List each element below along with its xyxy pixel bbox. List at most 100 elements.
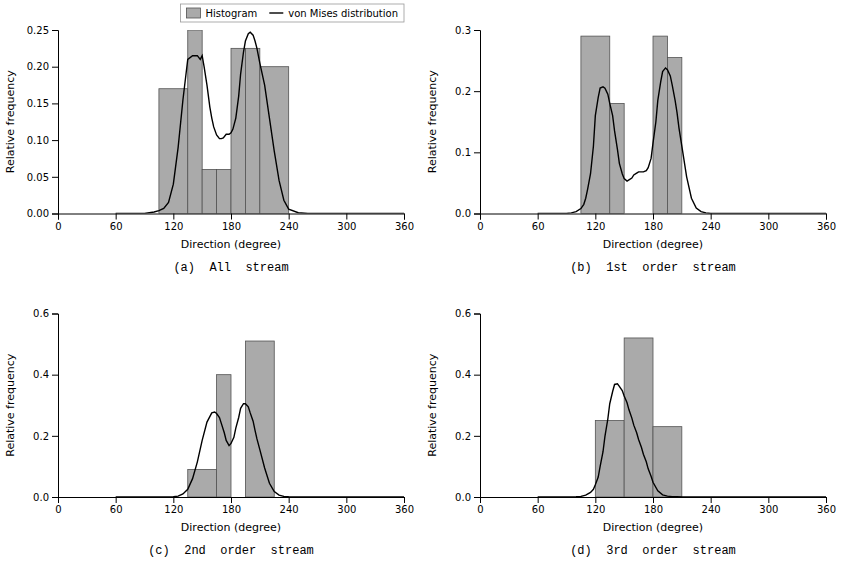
y-tick-label: 0.3	[455, 25, 471, 36]
bars	[188, 341, 275, 497]
x-tick-mark	[346, 497, 347, 503]
x-tick-label: 300	[759, 221, 778, 232]
x-tick-label: 120	[164, 504, 183, 515]
y-tick-label: 0.0	[455, 208, 471, 219]
x-tick-mark	[595, 497, 596, 503]
y-tick-label: 0.10	[27, 135, 49, 146]
x-tick: 180	[644, 497, 663, 515]
y-tick-mark	[474, 375, 480, 376]
x-tick: 240	[702, 497, 721, 515]
x-axis-line	[59, 498, 405, 504]
x-tick-label: 180	[644, 504, 663, 515]
x-tick-mark	[653, 497, 654, 503]
x-tick: 360	[395, 214, 414, 232]
x-tick-label: 360	[817, 221, 836, 232]
y-tick: 0.00	[27, 208, 58, 219]
x-axis-title: Direction (degree)	[181, 521, 281, 534]
x-tick-mark	[404, 214, 405, 220]
x-axis: 0 60 120 180 240 300 360	[55, 214, 414, 232]
plot-area: 0601201802403003600.00.20.40.6Direction …	[4, 308, 414, 558]
y-tick-mark	[52, 140, 58, 141]
x-tick: 180	[644, 214, 663, 232]
bar	[245, 341, 274, 497]
legend: Histogramvon Mises distribution	[180, 4, 404, 22]
legend-box	[180, 4, 404, 22]
y-axis: 0.000.050.100.150.200.25	[27, 25, 59, 220]
x-axis-title: Direction (degree)	[603, 238, 703, 251]
x-tick-label: 300	[337, 221, 356, 232]
x-tick-mark	[653, 214, 654, 220]
bar	[595, 421, 624, 497]
bar	[159, 89, 188, 214]
x-tick-label: 0	[477, 221, 483, 232]
bar	[245, 48, 259, 213]
y-axis-title: Relative frequency	[426, 353, 439, 457]
x-tick: 360	[395, 497, 414, 515]
x-axis: 060120180240300360	[477, 214, 836, 232]
x-tick-mark	[711, 497, 712, 503]
y-tick: 0.2	[455, 86, 480, 97]
x-tick: 120	[586, 497, 605, 515]
y-tick: 0.0	[455, 492, 480, 503]
y-tick-mark	[52, 103, 58, 104]
legend-entry: von Mises distribution	[288, 8, 398, 19]
x-tick: 300	[759, 497, 778, 515]
plot-area: 0601201802403003600.000.050.100.150.200.…	[4, 4, 414, 275]
x-tick: 60	[110, 497, 123, 515]
y-tick-label: 0.2	[33, 431, 49, 442]
x-tick-label: 60	[532, 221, 545, 232]
panel-label: (c) 2nd order stream	[148, 544, 314, 558]
y-tick: 0.4	[33, 369, 58, 380]
y-tick: 0.6	[33, 308, 58, 319]
x-tick-mark	[289, 214, 290, 220]
x-tick-mark	[173, 497, 174, 503]
y-tick-label: 0.00	[27, 208, 49, 219]
y-axis-title: Relative frequency	[426, 70, 439, 174]
x-tick-mark	[768, 214, 769, 220]
x-tick: 0	[55, 214, 61, 232]
bar	[624, 338, 653, 497]
x-axis-line	[481, 498, 827, 504]
y-tick-label: 0.25	[27, 25, 49, 36]
x-tick-label: 240	[702, 504, 721, 515]
y-tick: 0.0	[455, 208, 480, 219]
x-tick-label: 120	[164, 221, 183, 232]
y-tick-mark	[52, 375, 58, 376]
y-tick: 0.25	[27, 25, 58, 36]
marks	[116, 341, 404, 497]
y-tick-label: 0.4	[33, 369, 49, 380]
x-tick: 60	[532, 214, 545, 232]
curve	[538, 384, 826, 497]
x-tick: 240	[280, 214, 299, 232]
y-tick-mark	[474, 214, 480, 215]
y-axis-title: Relative frequency	[4, 353, 17, 457]
bars	[159, 30, 289, 214]
legend-swatch	[269, 12, 283, 13]
y-tick-label: 0.05	[27, 172, 49, 183]
y-tick-mark	[52, 177, 58, 178]
bar	[217, 375, 231, 497]
y-tick-label: 0.6	[33, 308, 49, 319]
x-axis-title: Direction (degree)	[181, 238, 281, 251]
x-tick: 0	[477, 497, 483, 515]
x-tick: 240	[280, 497, 299, 515]
y-tick-mark	[52, 214, 58, 215]
y-tick: 0.0	[33, 492, 58, 503]
x-tick-label: 180	[222, 221, 241, 232]
y-tick: 0.6	[455, 308, 480, 319]
x-tick-label: 240	[280, 221, 299, 232]
marks	[538, 36, 826, 213]
x-tick: 60	[110, 214, 123, 232]
x-tick-label: 300	[759, 504, 778, 515]
x-tick-label: 0	[55, 504, 61, 515]
x-tick-mark	[231, 497, 232, 503]
x-axis-line	[481, 214, 827, 220]
x-tick-label: 240	[280, 504, 299, 515]
x-tick-mark	[538, 214, 539, 220]
bar	[202, 169, 216, 213]
panel: 0601201802403003600.000.050.100.150.200.…	[4, 4, 414, 275]
x-tick: 120	[164, 214, 183, 232]
bar	[217, 169, 231, 213]
x-tick-label: 60	[110, 221, 123, 232]
x-tick-mark	[173, 214, 174, 220]
